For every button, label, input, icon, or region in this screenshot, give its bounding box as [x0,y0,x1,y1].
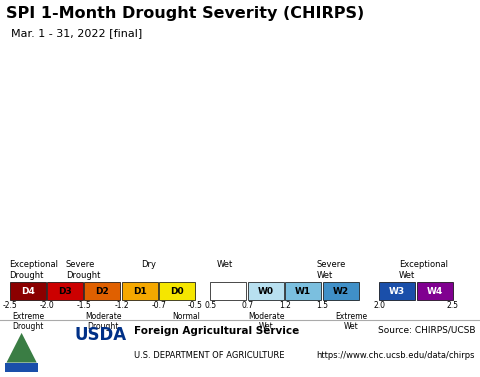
Bar [159,282,195,300]
Text: Moderate
Wet: Moderate Wet [248,311,285,331]
Text: W1: W1 [295,287,311,296]
Text: -2.0: -2.0 [40,301,54,310]
Text: Severe
Drought: Severe Drought [66,261,100,280]
Text: -0.7: -0.7 [152,301,167,310]
Text: D3: D3 [58,287,72,296]
Bar [323,282,359,300]
Text: -1.5: -1.5 [77,301,92,310]
Text: W2: W2 [333,287,348,296]
Bar [417,282,453,300]
Text: W4: W4 [427,287,443,296]
Text: Source: CHIRPS/UCSB: Source: CHIRPS/UCSB [378,326,475,334]
Text: D4: D4 [21,287,35,296]
Text: Mar. 1 - 31, 2022 [final]: Mar. 1 - 31, 2022 [final] [11,29,142,38]
Text: Moderate
Drought: Moderate Drought [85,311,121,331]
Text: 1.5: 1.5 [317,301,328,310]
Bar [210,282,246,300]
Text: W0: W0 [258,287,274,296]
Text: 1.2: 1.2 [279,301,291,310]
Bar [248,282,284,300]
Bar [5,363,38,372]
Text: -2.5: -2.5 [2,301,17,310]
Text: -0.5: -0.5 [188,301,203,310]
Text: Severe
Wet: Severe Wet [317,261,346,280]
Text: D1: D1 [133,287,147,296]
Text: Extreme
Wet: Extreme Wet [335,311,367,331]
Text: 0.5: 0.5 [204,301,216,310]
Text: SPI 1-Month Drought Severity (CHIRPS): SPI 1-Month Drought Severity (CHIRPS) [6,6,364,21]
Text: -1.2: -1.2 [115,301,129,310]
Text: Normal: Normal [172,311,200,320]
Bar [285,282,321,300]
Text: Extreme
Drought: Extreme Drought [12,311,44,331]
Text: U.S. DEPARTMENT OF AGRICULTURE: U.S. DEPARTMENT OF AGRICULTURE [134,351,285,360]
Bar [84,282,120,300]
Bar [379,282,415,300]
Text: Wet: Wet [217,261,233,270]
Bar [47,282,83,300]
Text: Foreign Agricultural Service: Foreign Agricultural Service [134,326,300,336]
Bar [10,282,46,300]
Text: W3: W3 [389,287,405,296]
Text: Dry: Dry [141,261,156,270]
Text: 2.0: 2.0 [373,301,385,310]
Bar [122,282,158,300]
Text: D0: D0 [170,287,184,296]
Text: 0.7: 0.7 [241,301,254,310]
Text: Exceptional
Wet: Exceptional Wet [399,261,448,280]
Polygon shape [7,333,36,363]
Text: D2: D2 [96,287,109,296]
Text: 2.5: 2.5 [446,301,458,310]
Text: USDA: USDA [74,326,127,343]
Text: https://www.chc.ucsb.edu/data/chirps: https://www.chc.ucsb.edu/data/chirps [317,351,475,360]
Text: Exceptional
Drought: Exceptional Drought [10,261,59,280]
